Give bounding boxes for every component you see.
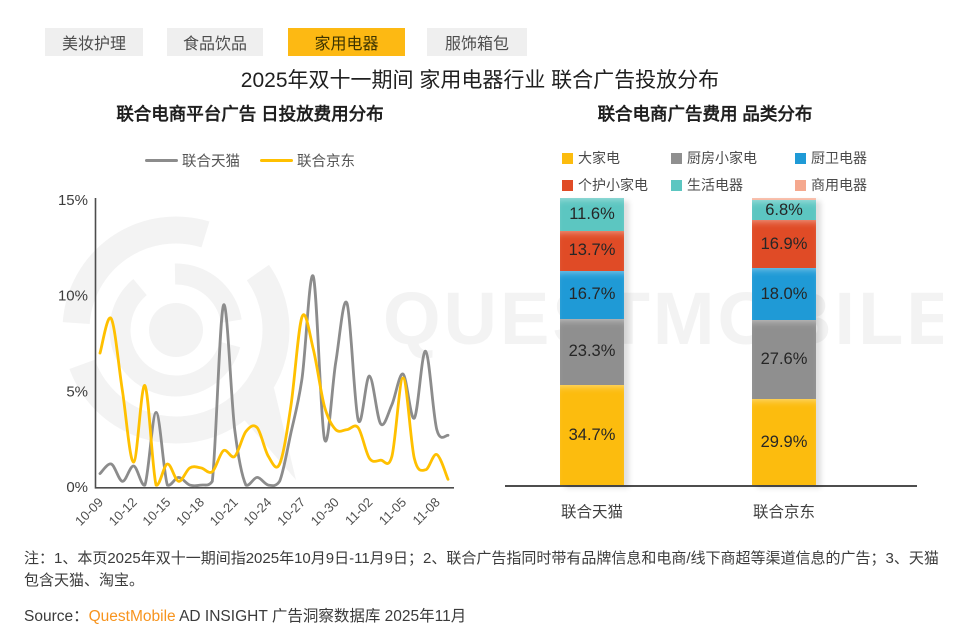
x-tick-label: 10-18 — [173, 495, 207, 529]
bar-segment: 23.3% — [560, 318, 624, 386]
category-share-bar-chart: 11.6% 13.7% 16.7% 23.3% 34.7% 6.8% 16.9% 18.0% 2… — [505, 195, 917, 487]
daily-spend-line-chart: 0% 5% 10% 15% 10-09 10-12 10-15 10-18 10-21 10-24… — [30, 190, 490, 545]
bar-chart-legend: 大家电 厨房小家电 厨卫电器 个护小家电 生活电器 商用电器 — [562, 148, 905, 195]
tab-beauty[interactable]: 美妆护理 — [45, 28, 143, 56]
tab-food[interactable]: 食品饮品 — [167, 28, 263, 56]
personal-care-swatch — [562, 179, 573, 191]
commercial-swatch — [795, 179, 806, 191]
jd-series-line — [98, 313, 450, 487]
bar-category-tmall: 联合天猫 — [560, 504, 623, 521]
bar-segment: 6.8% — [752, 200, 816, 220]
y-tick-label: 15% — [58, 192, 88, 209]
questmobile-text-watermark: QUESTMOBILE — [383, 277, 943, 360]
bar-segment: 16.7% — [560, 270, 624, 319]
x-tick-label: 10-24 — [240, 495, 274, 529]
footnote: 注：1、本页2025年双十一期间指2025年10月9日-11月9日；2、联合广告… — [24, 550, 939, 589]
legend-item-major-appliance: 大家电 — [562, 148, 671, 168]
jd-line-swatch — [260, 158, 293, 163]
tab-apparel[interactable]: 服饰箱包 — [427, 28, 527, 56]
legend-item-commercial: 商用电器 — [795, 175, 905, 195]
x-tick-label: 10-12 — [106, 495, 140, 529]
tmall-line-swatch — [145, 158, 178, 163]
stacked-bar-jd: 6.8% 16.9% 18.0% 27.6% 29.9% — [752, 198, 816, 485]
x-tick-label: 11-08 — [409, 495, 442, 528]
bar-category-jd: 联合京东 — [752, 504, 815, 521]
bar-segment — [752, 198, 816, 201]
legend-item-jd: 联合京东 — [260, 150, 355, 171]
major-appliance-swatch — [562, 152, 573, 164]
line-chart-title: 联合电商平台广告 日投放费用分布 — [116, 104, 384, 124]
x-tick-label: 10-21 — [207, 495, 241, 529]
bar-segment: 11.6% — [560, 198, 624, 232]
legend-item-kitchen-bath: 厨卫电器 — [795, 148, 905, 168]
bar-segment: 13.7% — [560, 231, 624, 271]
legend-item-living: 生活电器 — [671, 175, 795, 195]
y-tick-label: 5% — [66, 383, 88, 400]
y-tick-label: 0% — [66, 479, 88, 496]
stacked-bar-tmall: 11.6% 13.7% 16.7% 23.3% 34.7% — [560, 198, 624, 485]
bar-segment: 34.7% — [560, 385, 624, 485]
bar-segment: 27.6% — [752, 320, 816, 400]
source-brand: QuestMobile — [88, 608, 176, 625]
x-tick-label: 10-09 — [72, 495, 106, 529]
bar-segment: 29.9% — [752, 399, 816, 485]
source-prefix: Source： — [24, 608, 89, 625]
line-chart-legend: 联合天猫 联合京东 — [30, 150, 470, 171]
x-tick-label: 10-27 — [274, 495, 308, 529]
x-tick-label: 11-02 — [342, 495, 375, 528]
bar-segment: 16.9% — [752, 219, 816, 269]
axes — [94, 198, 454, 489]
bar-chart-baseline — [505, 485, 917, 487]
legend-item-kitchen-small: 厨房小家电 — [671, 148, 795, 168]
x-tick-label: 11-05 — [376, 495, 409, 528]
kitchen-bath-swatch — [795, 152, 806, 164]
line-chart-svg: 0% 5% 10% 15% 10-09 10-12 10-15 10-18 10-21 10-24… — [58, 192, 454, 529]
source-line: Source：QuestMobile AD INSIGHT 广告洞察数据库 20… — [24, 604, 466, 626]
kitchen-small-swatch — [671, 152, 682, 164]
legend-label-tmall: 联合天猫 — [182, 154, 240, 170]
page-title: 2025年双十一期间 家用电器行业 联合广告投放分布 — [240, 69, 720, 92]
tab-appliance[interactable]: 家用电器 — [288, 28, 405, 56]
legend-item-tmall: 联合天猫 — [145, 150, 240, 171]
legend-label-jd: 联合京东 — [297, 154, 355, 170]
legend-item-personal-care: 个护小家电 — [562, 175, 671, 195]
source-suffix: AD INSIGHT 广告洞察数据库 2025年11月 — [175, 608, 467, 625]
bar-segment: 18.0% — [752, 268, 816, 321]
bar-chart-title: 联合电商广告费用 品类分布 — [597, 104, 813, 124]
x-tick-label: 10-15 — [139, 495, 173, 529]
tmall-series-line — [98, 274, 450, 488]
x-tick-label: 10-30 — [308, 495, 342, 529]
y-tick-label: 10% — [58, 288, 88, 305]
living-swatch — [671, 179, 682, 191]
